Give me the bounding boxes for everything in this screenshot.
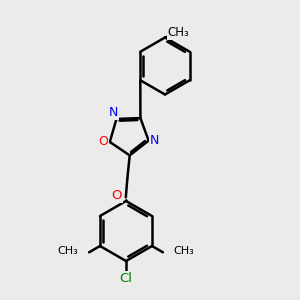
Text: O: O xyxy=(112,189,122,203)
Text: Cl: Cl xyxy=(119,272,133,285)
Text: N: N xyxy=(150,134,159,147)
Text: N: N xyxy=(109,106,118,119)
Text: O: O xyxy=(98,135,108,148)
Text: CH₃: CH₃ xyxy=(173,246,194,256)
Text: CH₃: CH₃ xyxy=(168,26,189,40)
Text: CH₃: CH₃ xyxy=(58,246,79,256)
